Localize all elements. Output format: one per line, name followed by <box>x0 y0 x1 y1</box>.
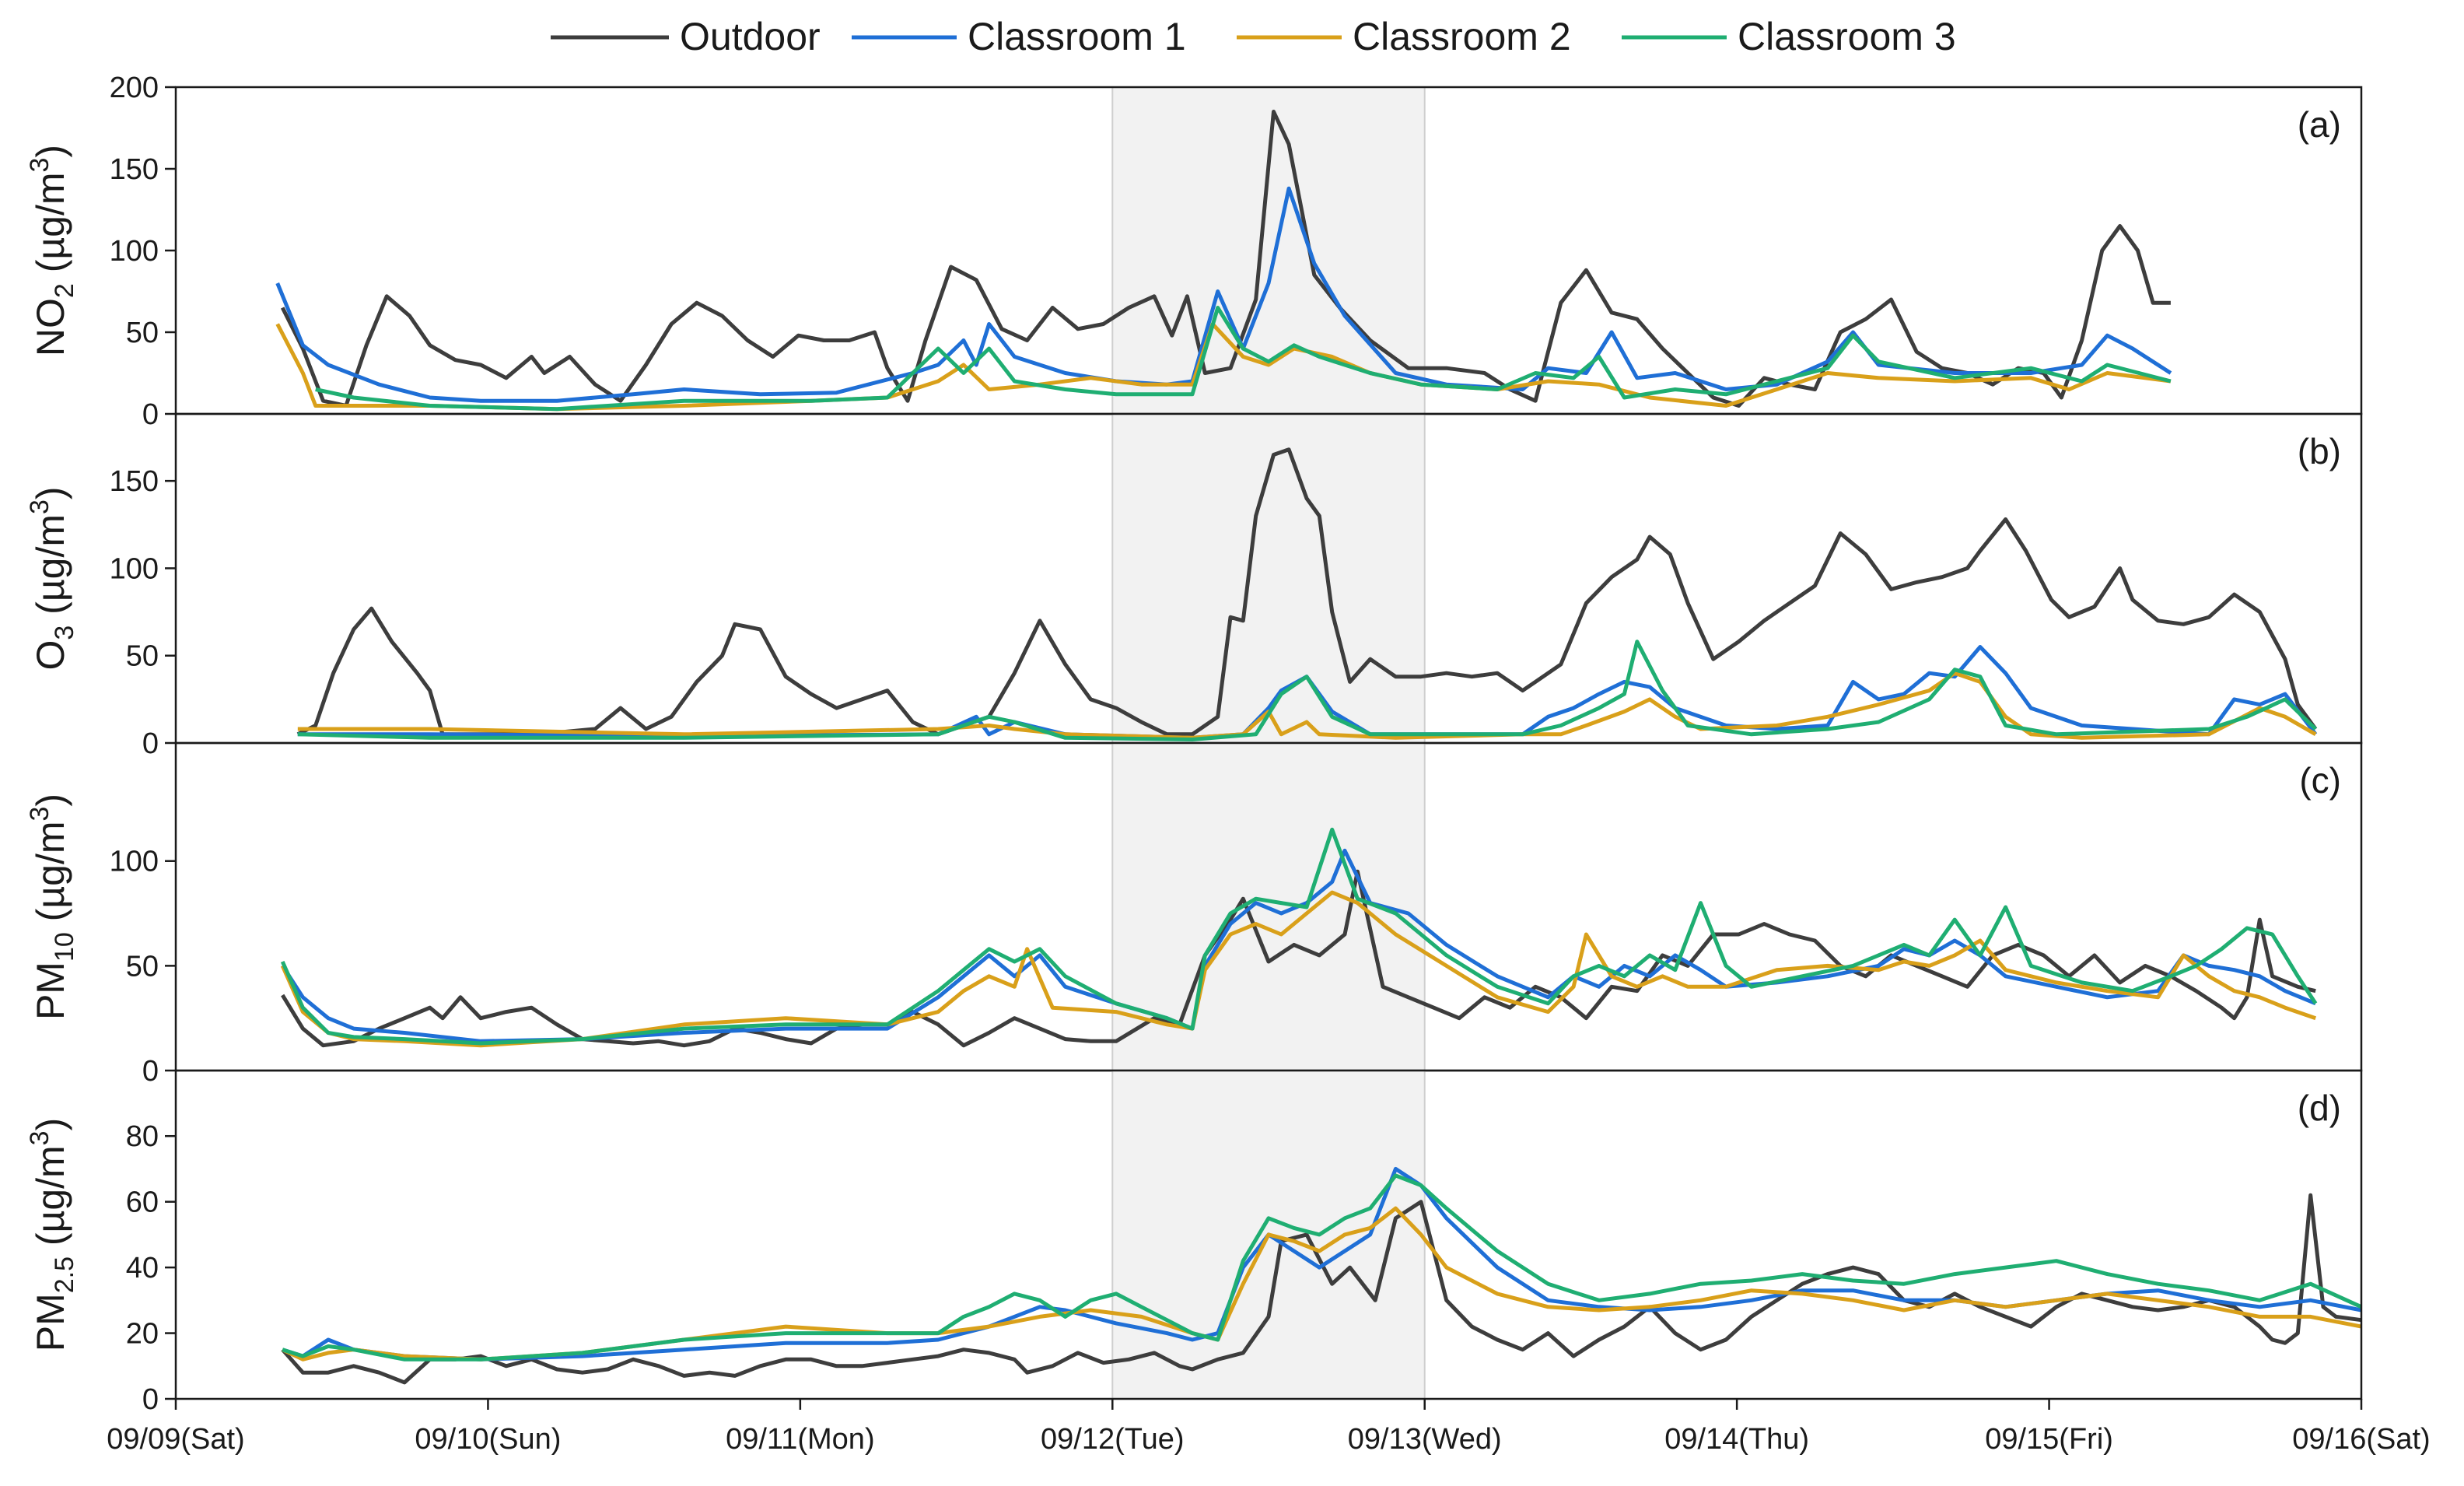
series-line-outdoor <box>281 869 2316 1048</box>
series-line-classroom-3 <box>280 827 2318 1046</box>
y-tick-label: 60 <box>126 1186 159 1219</box>
y-tick-label: 50 <box>126 640 159 673</box>
y-tick-label: 50 <box>126 950 159 983</box>
legend: Outdoor Classroom 1 Classroom 2 Classroom 3 <box>551 15 1956 58</box>
y-tick-label: 100 <box>110 846 159 878</box>
y-tick-label: 50 <box>126 317 159 349</box>
panel-tag: (a) <box>2298 104 2341 145</box>
y-tick-label: 0 <box>142 1383 159 1416</box>
x-tick-label: 09/11(Mon) <box>726 1423 875 1456</box>
x-tick-label: 09/09(Sat) <box>107 1423 244 1456</box>
x-tick-label: 09/13(Wed) <box>1348 1423 1502 1456</box>
series-line-classroom-3 <box>315 306 2172 412</box>
series-line-outdoor <box>296 447 2318 737</box>
series-line-classroom-1 <box>281 848 2317 1043</box>
panel-c: 0 50 100 PM10 (µg/m3) (c) <box>25 741 2363 1088</box>
y-tick-label: 20 <box>126 1318 159 1351</box>
highlight-band <box>1112 414 1425 743</box>
panel-b: 0 50 100 150 O3 (µg/m3) (b) <box>25 412 2363 760</box>
y-tick-label: 80 <box>126 1120 159 1153</box>
panel-frame <box>174 1069 2363 1400</box>
x-tick-label: 09/16(Sat) <box>2292 1423 2430 1456</box>
panel-d: 0 20 40 60 80 PM2.5 (µg/m3) (d) <box>25 1069 2363 1416</box>
x-axis: 09/09(Sat) 09/10(Sun) 09/11(Mon) 09/12(Tue)… <box>107 1399 2431 1456</box>
y-tick-label: 40 <box>126 1252 159 1284</box>
y-tick-label: 200 <box>110 72 159 104</box>
series-line-classroom-1 <box>275 186 2172 403</box>
y-axis-label: O3 (µg/m3) <box>25 486 79 670</box>
y-tick-label: 0 <box>142 1055 159 1088</box>
panel-a: 0 50 100 150 200 NO2 (µg/m3) (a) <box>25 72 2363 431</box>
y-axis-label: NO2 (µg/m3) <box>25 145 79 356</box>
panel-tag: (d) <box>2298 1088 2341 1128</box>
legend-label-3: Classroom 2 <box>1353 15 1571 58</box>
panel-tag: (b) <box>2298 431 2341 471</box>
panel-tag: (c) <box>2299 760 2341 801</box>
y-tick-label: 0 <box>142 727 159 760</box>
y-tick-label: 0 <box>142 398 159 431</box>
y-tick-label: 100 <box>110 235 159 268</box>
series-line-classroom-3 <box>282 1173 2363 1362</box>
x-tick-label: 09/15(Fri) <box>1985 1423 2113 1456</box>
x-tick-label: 09/10(Sun) <box>415 1423 561 1456</box>
series-line-outdoor <box>280 110 2171 408</box>
x-tick-label: 09/12(Tue) <box>1041 1423 1184 1456</box>
series-line-classroom-3 <box>297 640 2317 741</box>
x-tick-label: 09/14(Thu) <box>1664 1423 1809 1456</box>
legend-label-2: Classroom 1 <box>968 15 1186 58</box>
legend-label-1: Outdoor <box>680 15 821 58</box>
y-axis-label: PM10 (µg/m3) <box>25 794 79 1020</box>
y-axis-label: PM2.5 (µg/m3) <box>25 1118 79 1352</box>
y-tick-label: 150 <box>110 465 159 498</box>
y-tick-label: 150 <box>110 153 159 186</box>
y-tick-label: 100 <box>110 552 159 585</box>
series-line-classroom-2 <box>275 322 2172 412</box>
legend-label-4: Classroom 3 <box>1738 15 1956 58</box>
